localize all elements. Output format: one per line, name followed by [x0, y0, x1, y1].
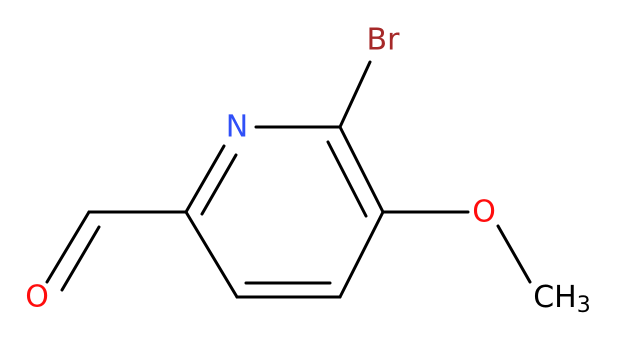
bond	[60, 225, 101, 292]
bond	[326, 140, 368, 218]
atom-label: N	[226, 110, 248, 145]
bond	[200, 153, 238, 216]
atom-subscript: 3	[577, 293, 591, 318]
bond	[338, 60, 372, 129]
bond	[496, 224, 532, 284]
atom-label: O	[25, 280, 49, 315]
atom-label: CH3	[533, 280, 591, 318]
bond	[338, 210, 385, 299]
bond	[338, 125, 385, 214]
atom-symbol: CH	[533, 280, 577, 315]
bond	[184, 210, 239, 299]
bond	[184, 144, 226, 214]
bonds	[45, 60, 532, 299]
atom-label: O	[472, 195, 496, 230]
atom-label: Br	[367, 23, 401, 58]
bond	[45, 210, 91, 284]
